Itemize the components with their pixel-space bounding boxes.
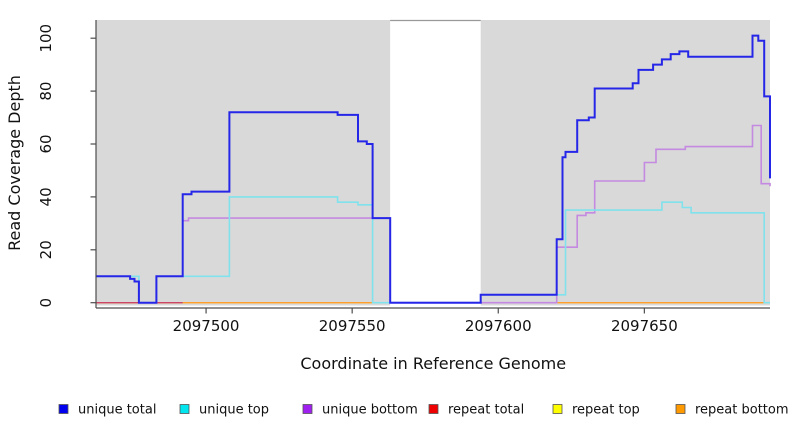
legend-swatch-unique-bottom (302, 404, 313, 414)
y-axis-tick-label: 20 (37, 240, 55, 259)
legend-label-unique-top: unique top (199, 403, 269, 418)
y-axis-tick-label: 80 (37, 82, 55, 101)
legend-label-unique-total: unique total (78, 403, 156, 418)
x-axis-tick-label: 2097650 (611, 317, 678, 335)
y-axis-tick-label: 40 (37, 187, 55, 206)
y-axis-tick-label: 0 (37, 298, 55, 308)
legend-label-repeat-top: repeat top (572, 403, 640, 418)
gap-region (390, 21, 481, 308)
legend-swatch-repeat-bottom (675, 404, 686, 414)
legend-label-repeat-total: repeat total (448, 403, 524, 418)
legend-label-unique-bottom: unique bottom (322, 403, 418, 418)
legend-swatch-repeat-top (552, 404, 563, 414)
x-axis-tick-label: 2097600 (465, 317, 532, 335)
series-line-unique-total (96, 34, 771, 304)
x-axis-tick-label: 2097500 (173, 317, 240, 335)
x-axis-tick-label: 2097550 (319, 317, 386, 335)
legend-swatch-unique-top (179, 404, 190, 414)
x-axis-title: Coordinate in Reference Genome (300, 354, 566, 373)
legend-label-repeat-bottom: repeat bottom (695, 403, 789, 418)
y-axis-title: Read Coverage Depth (5, 75, 24, 251)
legend-swatch-repeat-total (428, 404, 439, 414)
y-axis-tick-label: 60 (37, 134, 55, 153)
legend-swatch-unique-total (58, 404, 69, 414)
y-axis-tick-label: 100 (37, 24, 55, 53)
